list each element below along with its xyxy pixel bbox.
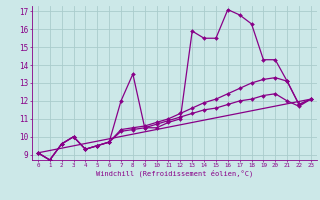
X-axis label: Windchill (Refroidissement éolien,°C): Windchill (Refroidissement éolien,°C) <box>96 170 253 177</box>
